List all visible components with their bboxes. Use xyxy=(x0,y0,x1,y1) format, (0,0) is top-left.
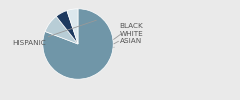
Wedge shape xyxy=(43,9,113,79)
Text: BLACK: BLACK xyxy=(114,23,143,39)
Wedge shape xyxy=(67,9,78,44)
Text: HISPANIC: HISPANIC xyxy=(12,20,96,46)
Wedge shape xyxy=(45,16,78,44)
Text: ASIAN: ASIAN xyxy=(114,38,142,47)
Wedge shape xyxy=(56,11,78,44)
Text: WHITE: WHITE xyxy=(114,31,143,44)
